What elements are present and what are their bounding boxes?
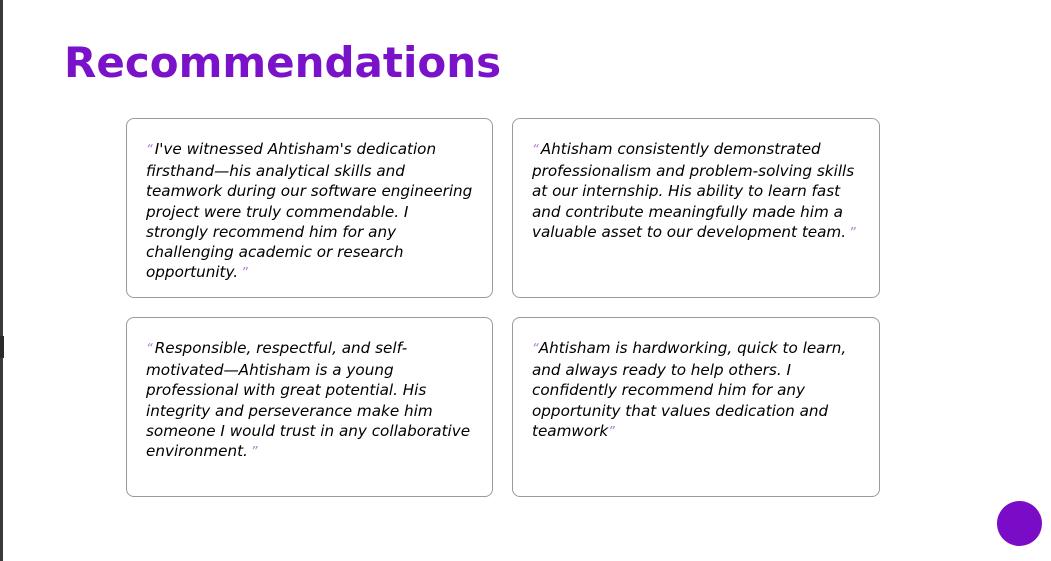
page-title: Recommendations — [64, 38, 502, 87]
recommendation-card: “Ahtisham is hardworking, quick to learn… — [512, 317, 880, 497]
right-double-quote-icon: ” — [849, 225, 856, 241]
left-double-quote-icon: “ — [532, 143, 539, 158]
recommendation-text: Ahtisham is hardworking, quick to learn,… — [532, 339, 847, 440]
recommendation-quote: “Ahtisham is hardworking, quick to learn… — [532, 338, 861, 443]
right-double-quote-icon: ” — [250, 445, 258, 461]
recommendation-quote: “Responsible, respectful, and self-motiv… — [146, 338, 474, 463]
window-left-border — [0, 0, 3, 561]
recommendation-card: “Ahtisham consistently demonstrated prof… — [512, 118, 880, 298]
left-double-quote-icon: “ — [146, 342, 153, 357]
left-double-quote-icon: “ — [146, 143, 153, 158]
window-edge-marker — [0, 336, 4, 358]
floating-action-button[interactable] — [997, 501, 1042, 546]
recommendation-text: Ahtisham consistently demonstrated profe… — [532, 140, 855, 241]
recommendation-quote: “Ahtisham consistently demonstrated prof… — [532, 139, 861, 244]
right-double-quote-icon: ” — [608, 424, 615, 440]
recommendation-quote: “I've witnessed Ahtisham's dedication fi… — [146, 139, 474, 284]
recommendation-card: “I've witnessed Ahtisham's dedication fi… — [126, 118, 493, 298]
right-double-quote-icon: ” — [241, 266, 248, 282]
recommendation-text: Responsible, respectful, and self-motiva… — [146, 339, 471, 461]
left-double-quote-icon: “ — [532, 342, 539, 357]
recommendation-card: “Responsible, respectful, and self-motiv… — [126, 317, 493, 497]
recommendation-text: I've witnessed Ahtisham's dedication fir… — [146, 140, 473, 282]
